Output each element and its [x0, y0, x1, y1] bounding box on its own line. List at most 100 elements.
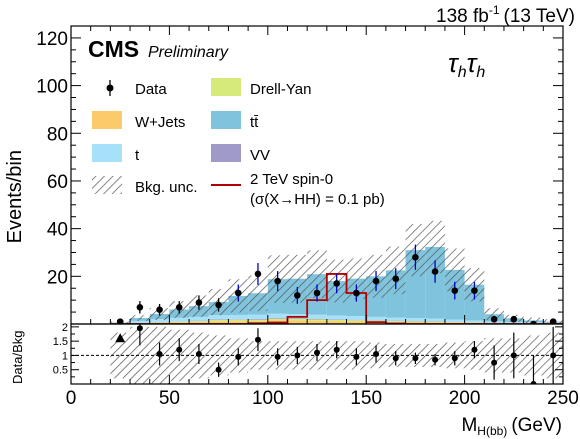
ratio-tick-label: 1.5 [53, 336, 68, 348]
y-axis-title: Events/bin [4, 150, 26, 243]
bar-single_top [169, 317, 190, 322]
data-point [234, 289, 242, 297]
data-point [215, 301, 222, 309]
bar-single_top [366, 316, 386, 321]
bar-wjets [346, 321, 367, 324]
data-point [372, 277, 380, 285]
ratio-panel [71, 324, 563, 384]
bar-dy [169, 321, 190, 323]
data-point [195, 299, 203, 306]
data-point [392, 275, 400, 283]
unc-band [248, 275, 268, 312]
ratio-point [136, 325, 143, 332]
data-point [431, 268, 439, 275]
data-point [490, 315, 498, 323]
ratio-point [156, 351, 163, 357]
unc-band [444, 248, 465, 292]
ratio-point [471, 346, 478, 353]
ratio-overflow-marker [115, 333, 126, 343]
ratio-point [333, 346, 340, 353]
svg-text:Bkg. unc.: Bkg. unc. [135, 179, 198, 196]
ratio-point [294, 352, 301, 359]
legend-single-top: t [92, 144, 140, 164]
data-point [412, 253, 419, 261]
svg-text:t: t [135, 147, 140, 164]
ratio-tick-label: 0.5 [53, 365, 68, 377]
bar-single_top [346, 316, 367, 320]
svg-text:Drell-Yan: Drell-Yan [250, 81, 311, 98]
ratio-frame [70, 323, 564, 385]
data-point [510, 315, 518, 323]
axes: 0 50 100 150 200 250 20 40 60 80 100 120 0.5 1 1.5 2 [36, 25, 579, 409]
x-tick-label: 100 [252, 388, 284, 409]
cms-logo-text: CMS [88, 36, 139, 62]
data-point [274, 277, 281, 285]
data-point [254, 270, 262, 278]
bar-dy [326, 319, 347, 322]
y-tick-label: 100 [36, 77, 68, 98]
bar-vv [307, 318, 327, 320]
bar-dy [248, 319, 268, 322]
main-panel [110, 220, 563, 324]
y-tick-label: 40 [47, 220, 68, 241]
bar-single_top [326, 315, 347, 320]
svg-text:2 TeV spin-0: 2 TeV spin-0 [250, 171, 333, 188]
svg-text:tt̄: tt̄ [250, 114, 259, 131]
bar-single_top [228, 314, 249, 320]
bar-dy [307, 319, 327, 321]
ratio-point [392, 355, 399, 362]
bar-dy [287, 318, 308, 321]
x-axis-title: MH(bb) (GeV) [461, 415, 562, 438]
bar-wjets [228, 321, 249, 324]
legend: Data Drell-Yan W+Jets tt̄ t VV Bkg. unc. [92, 78, 385, 208]
bar-wjets [287, 320, 308, 324]
bar-single_top [149, 319, 170, 323]
bar-wjets [208, 321, 229, 324]
legend-signal: 2 TeV spin-0 (σ(X→HH) = 0.1 pb) [211, 171, 385, 208]
svg-text:Data: Data [135, 81, 167, 98]
data-point [353, 289, 360, 297]
y-tick-label: 20 [47, 267, 68, 288]
bar-single_top [425, 318, 445, 322]
bar-dy [189, 321, 209, 323]
bar-wjets [405, 322, 426, 324]
data-point [294, 292, 301, 299]
unc-band [287, 254, 308, 303]
bar-single_top [267, 313, 288, 319]
x-tick-label: 200 [449, 388, 481, 409]
bar-single_top [189, 316, 209, 321]
bar-single_top [385, 317, 406, 321]
ratio-point [215, 366, 222, 373]
x-tick-label: 250 [547, 388, 579, 409]
ratio-point [373, 351, 380, 357]
legend-unc: Bkg. unc. [92, 176, 198, 196]
lumi-exponent: -1 [489, 3, 500, 17]
y-tick-label: 80 [47, 124, 68, 145]
preliminary-text: Preliminary [148, 44, 229, 61]
ratio-point [235, 353, 242, 360]
unc-band [425, 220, 445, 274]
bar-single_top [248, 314, 268, 319]
channel-label: τhτh [448, 48, 485, 81]
bar-dy [149, 322, 170, 324]
ratio-point [176, 346, 183, 353]
lumi-text: 138 fb [436, 6, 489, 27]
data-point [530, 320, 537, 324]
ratio-point [510, 352, 517, 359]
ratio-point [412, 355, 419, 362]
ratio-unc-band [110, 332, 131, 379]
ratio-point [274, 353, 281, 360]
unc-band [130, 315, 150, 321]
unc-band [346, 258, 367, 299]
bar-single_top [444, 319, 465, 322]
data-point [333, 280, 340, 287]
bar-dy [366, 320, 386, 322]
bar-single_top [208, 315, 229, 320]
signal-line [110, 273, 563, 324]
bar-wjets [189, 322, 209, 324]
data-point [451, 287, 459, 294]
unc-band [523, 317, 544, 324]
bar-wjets [326, 321, 347, 324]
bar-single_top [464, 320, 485, 323]
